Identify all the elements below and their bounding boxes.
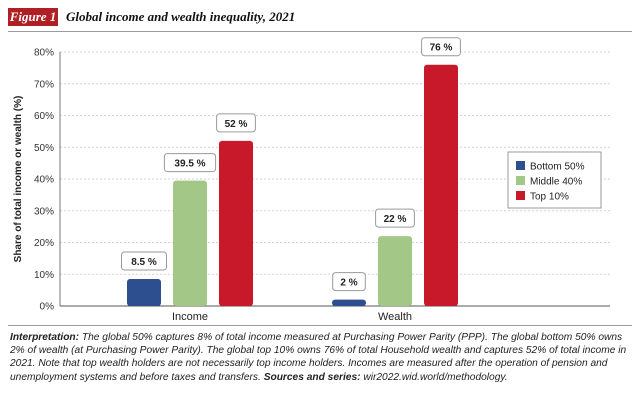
y-tick-label: 50% [34, 143, 54, 154]
data-label-box [332, 272, 366, 292]
data-label: 76 % [430, 43, 453, 54]
interpretation-label: Interpretation: [10, 332, 80, 343]
data-label-box [375, 208, 415, 228]
y-tick-label: 80% [34, 48, 54, 59]
bar-income-1 [127, 279, 161, 306]
legend-swatch [516, 161, 525, 170]
x-category-label: Wealth [378, 311, 412, 323]
sources-text: wir2022.wid.world/methodology. [360, 371, 508, 383]
bar-wealth-3 [424, 64, 458, 306]
interpretation-text: The global 50% captures 8% of total inco… [10, 332, 627, 383]
x-category-label: Income [172, 311, 208, 323]
sources-label: Sources and series: [263, 371, 361, 383]
interpretation-note: Interpretation: The global 50% captures … [10, 331, 628, 384]
y-axis-title: Share of total income or wealth (%) [13, 96, 24, 263]
legend-label: Top 10% [530, 192, 569, 203]
data-label: 22 % [384, 214, 407, 225]
y-tick-label: 40% [34, 175, 54, 186]
legend-swatch [516, 176, 525, 185]
legend-swatch [516, 191, 525, 200]
bar-wealth-1 [332, 299, 366, 306]
y-tick-label: 10% [34, 270, 54, 281]
data-label-box [421, 37, 461, 57]
y-tick-label: 70% [34, 79, 54, 90]
bar-chart: 0% 10% 20% 30% 40% 50% 60% 70% 80% Share of total… [13, 37, 610, 323]
chart-divider [8, 325, 632, 326]
data-label-box [163, 153, 217, 173]
y-tick-label: 30% [34, 206, 54, 217]
data-label: 8.5 % [131, 257, 157, 268]
legend-label: Bottom 50% [530, 162, 585, 173]
figure-number-badge: Figure 1 [8, 8, 58, 26]
bar-wealth-2 [378, 236, 412, 306]
y-tick-label: 60% [34, 111, 54, 122]
data-label-box [216, 113, 256, 133]
title-divider [8, 31, 632, 32]
data-label-box [121, 251, 167, 271]
bar-income-2 [173, 180, 207, 306]
y-tick-label: 20% [34, 238, 54, 249]
data-label: 52 % [225, 119, 248, 130]
y-tick-label: 0% [40, 302, 55, 313]
figure-title: Global income and wealth inequality, 202… [66, 9, 296, 24]
legend-label: Middle 40% [530, 177, 582, 188]
bar-income-3 [219, 140, 253, 306]
data-label: 2 % [340, 278, 357, 289]
data-label: 39.5 % [174, 159, 205, 170]
